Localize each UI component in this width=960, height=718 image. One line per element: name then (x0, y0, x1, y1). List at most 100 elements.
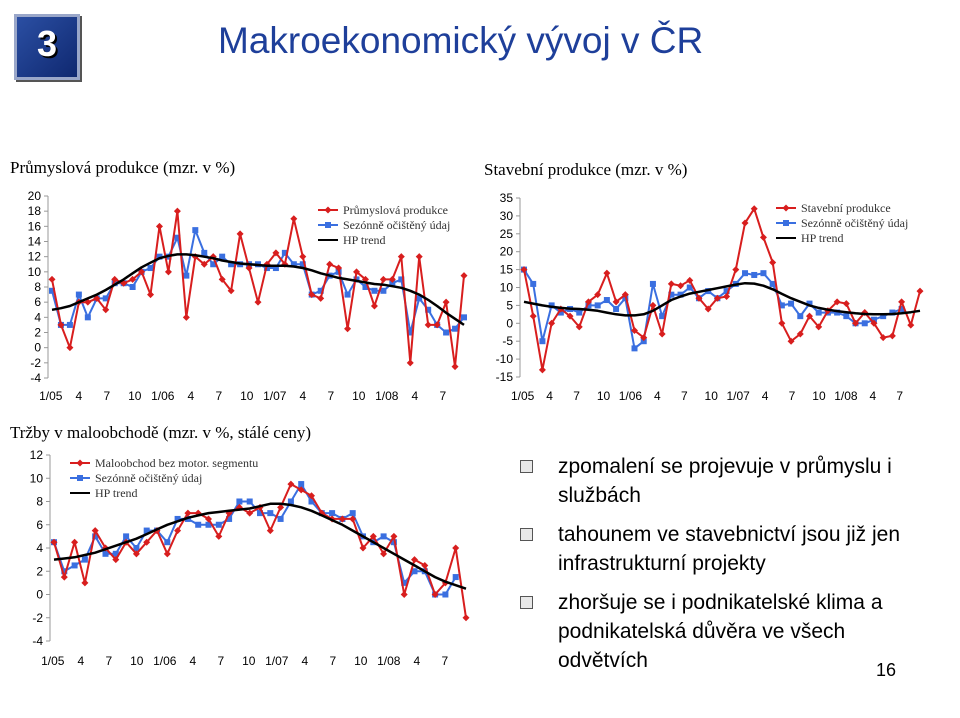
data-point (898, 298, 906, 306)
data-point (594, 302, 601, 309)
data-point (870, 316, 877, 323)
data-point (898, 305, 905, 312)
legend-item: Stavební produkce (776, 201, 891, 215)
legend-marker-icon (324, 206, 332, 214)
data-point (215, 532, 223, 540)
data-point (174, 234, 181, 241)
data-point (112, 550, 119, 557)
data-point (621, 291, 629, 299)
data-point (411, 568, 418, 575)
data-point (834, 309, 841, 316)
data-point (431, 591, 439, 598)
data-point (742, 270, 749, 277)
data-point (888, 332, 896, 340)
data-point (751, 271, 758, 278)
data-point (760, 270, 767, 277)
data-point (380, 550, 388, 558)
bullet-text: zhoršuje se i podnikatelské klima a podn… (558, 591, 883, 672)
x-tick-label: 4 (762, 389, 769, 403)
data-point (649, 280, 656, 287)
data-point (462, 614, 470, 622)
legend-item: Sezónně očištěný údaj (318, 218, 450, 232)
x-tick-label: 1/06 (619, 389, 643, 403)
y-tick-label: 15 (500, 263, 514, 277)
bullet-list: zpomalení se projevuje v průmyslu i služ… (518, 452, 938, 685)
x-tick-label: 1/08 (834, 389, 858, 403)
y-tick-label: 14 (28, 235, 42, 249)
data-point (50, 538, 58, 546)
data-point (833, 298, 841, 306)
data-point (298, 481, 305, 488)
data-point (267, 510, 274, 517)
data-point (246, 509, 254, 517)
x-tick-label: 7 (789, 389, 796, 403)
data-point (529, 312, 537, 320)
legend-label: Sezónně očištěný údaj (343, 218, 450, 232)
y-tick-label: 10 (28, 265, 42, 279)
data-point (308, 492, 315, 500)
data-point (91, 527, 99, 535)
data-point (390, 532, 398, 540)
data-point (246, 498, 253, 505)
data-point (631, 326, 639, 334)
data-point (362, 284, 369, 290)
x-tick-label: 4 (75, 389, 82, 403)
data-point (236, 498, 243, 505)
y-tick-label: 16 (28, 219, 42, 233)
series-line-trend (51, 253, 465, 326)
data-point (71, 562, 78, 569)
x-tick-label: 1/06 (151, 389, 175, 403)
legend-marker-icon (77, 475, 83, 481)
x-tick-label: 4 (546, 389, 553, 403)
data-point (548, 319, 556, 327)
data-point (416, 295, 423, 302)
data-point (299, 253, 307, 261)
data-point (156, 253, 163, 260)
y-tick-label: 4 (34, 310, 41, 324)
x-tick-label: 7 (573, 389, 580, 403)
data-point (81, 579, 89, 587)
x-tick-label: 10 (812, 389, 826, 403)
legend-item: Sezónně očištěný údaj (776, 216, 908, 230)
data-point (530, 280, 537, 287)
data-point (796, 330, 804, 338)
y-tick-label: 2 (36, 564, 43, 578)
data-point (349, 510, 356, 517)
legend-item: HP trend (70, 486, 138, 500)
data-point (290, 215, 298, 223)
x-tick-label: 4 (869, 389, 876, 403)
data-point (205, 515, 212, 523)
y-tick-label: 6 (34, 295, 41, 309)
legend-label: Stavební produkce (801, 201, 891, 215)
x-tick-label: 4 (77, 654, 84, 668)
data-point (769, 280, 776, 287)
legend-item: HP trend (318, 233, 386, 247)
chart-trzby: 12 10 8 6 4 2 0 -2 -4 1/05 4 7 10 1/06 4 7 10 1/07 4 7 10 1/0… (30, 448, 470, 668)
y-tick-label: 10 (30, 471, 44, 485)
y-tick-label: 10 (500, 281, 514, 295)
data-point (640, 338, 647, 345)
data-point (713, 294, 721, 302)
legend-label: Průmyslová produkce (343, 203, 448, 217)
y-tick-label: 25 (500, 227, 514, 241)
legend-item: Sezónně očištěný údaj (70, 471, 202, 485)
data-point (889, 309, 896, 316)
x-tick-label: 4 (413, 654, 420, 668)
data-point (852, 319, 860, 327)
data-point (421, 561, 429, 569)
data-point (400, 591, 408, 598)
data-point (215, 521, 222, 528)
data-point (805, 312, 813, 320)
data-point (612, 298, 620, 306)
legend-label: HP trend (801, 231, 844, 245)
data-point (308, 291, 316, 299)
data-point (84, 298, 92, 306)
data-point (326, 260, 334, 268)
y-tick-label: 2 (34, 326, 41, 340)
data-point (548, 302, 555, 309)
data-point (182, 313, 190, 321)
data-point (60, 573, 68, 581)
x-tick-label: 1/07 (263, 389, 287, 403)
legend-marker-icon (325, 222, 331, 228)
data-point (164, 268, 172, 276)
